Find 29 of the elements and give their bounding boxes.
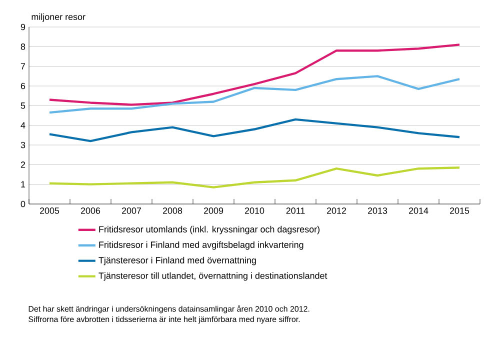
y-tick-label: 1 [21, 181, 26, 188]
line-series [48, 75, 461, 114]
legend-label: Tjänsteresor till utlandet, övernattning i destinationslandet [98, 272, 328, 281]
y-tick-label: 4 [20, 122, 26, 128]
line-series [48, 44, 461, 106]
x-tick-label: 2012 [326, 208, 346, 214]
y-tick-label: 0 [20, 200, 26, 208]
y-tick-label: 2 [20, 162, 26, 168]
x-tick-label: 2007 [122, 208, 142, 214]
line-series [48, 166, 461, 188]
y-tick-label: 7 [20, 63, 26, 70]
legend-label: Fritidsresor i Finland med avgiftsbelagd inkvartering [99, 241, 304, 250]
x-tick-label: 2014 [408, 208, 428, 214]
x-tick-label: 2013 [368, 208, 388, 214]
x-tick-label: 2010 [244, 208, 264, 214]
x-tick-label: 2005 [40, 208, 60, 214]
legend-label: Tjänsteresor i Finland med övernattning [98, 256, 256, 266]
y-tick-label: 6 [20, 82, 26, 90]
x-tick-label: 2006 [80, 208, 100, 214]
y-axis-title: miljoner resor [32, 13, 86, 22]
y-tick-label: 8 [20, 43, 26, 50]
y-tick-label: 5 [20, 102, 26, 109]
x-tick-label: 2015 [450, 208, 470, 214]
legend-label: Fritidsresor utomlands (inkl. kryssningar och dagsresor) [99, 226, 320, 234]
x-tick-label: 2011 [286, 208, 305, 214]
y-tick-label: 9 [20, 24, 26, 30]
x-tick-label: 2008 [162, 208, 182, 214]
x-tick-label: 2009 [204, 208, 224, 214]
y-tick-label: 3 [20, 142, 26, 148]
